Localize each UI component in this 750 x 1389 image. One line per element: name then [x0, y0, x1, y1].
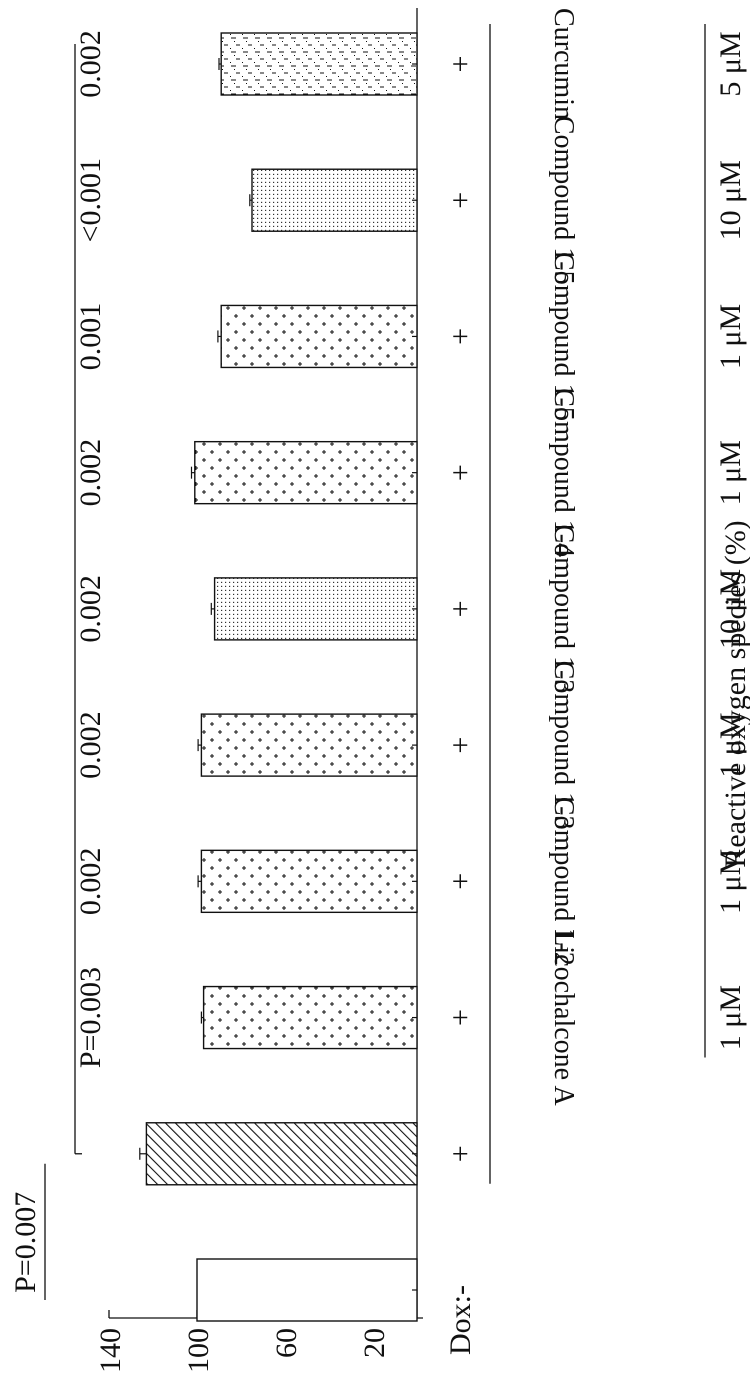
- dox-label: Dox:: [444, 1295, 477, 1355]
- dox-sign: +: [444, 1009, 477, 1026]
- bar: [200, 713, 418, 777]
- dose-label: 1 μM: [714, 440, 747, 505]
- p-value-label: <0.001: [74, 158, 107, 242]
- dox-sign: -: [444, 1285, 477, 1295]
- y-tick-label: 140: [94, 1328, 127, 1373]
- p-value-label: 0.001: [74, 303, 107, 371]
- y-tick-label: 100: [182, 1328, 215, 1373]
- compound-label: Compound 1-5: [548, 252, 579, 421]
- bracket-p-value: P=0.007: [9, 1192, 42, 1293]
- dose-label: 5 μM: [714, 31, 747, 96]
- dox-sign: +: [444, 600, 477, 617]
- compound-label: Compound 1-3: [548, 524, 579, 693]
- dox-sign: +: [444, 873, 477, 890]
- bar: [194, 440, 418, 505]
- bar: [202, 985, 418, 1050]
- dox-sign: +: [444, 56, 477, 73]
- dox-sign: +: [444, 1145, 477, 1162]
- bar: [251, 168, 418, 232]
- bar: [145, 1122, 418, 1186]
- dose-label: 1 μM: [714, 304, 747, 369]
- compound-label: Licochalcone A: [548, 929, 579, 1106]
- y-axis-label: Reactive oxygen species (%): [719, 520, 750, 867]
- p-value-label: 0.002: [74, 439, 107, 507]
- bar: [213, 577, 418, 641]
- dose-label: 1 μM: [714, 849, 747, 914]
- bar: [200, 849, 418, 914]
- dose-label: 10 μM: [714, 160, 747, 240]
- p-value-label: 0.002: [74, 848, 107, 916]
- p-value-label: 0.002: [74, 711, 107, 779]
- dox-sign: +: [444, 737, 477, 754]
- dose-label: 1 μM: [714, 985, 747, 1050]
- y-tick-label: 60: [270, 1328, 303, 1358]
- bar: [220, 32, 418, 96]
- bar: [220, 304, 418, 369]
- p-value-label: 0.002: [74, 575, 107, 643]
- plot-area: 20 60 100 140 Reactive oxygen species (%) - + +…: [9, 8, 750, 1373]
- p-value-label: 0.002: [74, 30, 107, 98]
- dox-sign: +: [444, 328, 477, 345]
- compound-label: Compound 1-5: [548, 116, 579, 285]
- dox-sign: +: [444, 192, 477, 209]
- compound-label: Curcumin: [548, 8, 579, 120]
- p-value-label: P=0.003: [74, 967, 107, 1068]
- compound-label: Compound 1-3: [548, 661, 579, 830]
- compound-label: Compound 1-2: [548, 797, 579, 966]
- dose-label: 10 μM: [714, 569, 747, 649]
- compound-label: Compound 1-4: [548, 388, 579, 557]
- dox-sign: +: [444, 464, 477, 481]
- dose-label: 1 μM: [714, 712, 747, 777]
- bar: [196, 1258, 418, 1322]
- y-tick-label: 20: [358, 1328, 391, 1358]
